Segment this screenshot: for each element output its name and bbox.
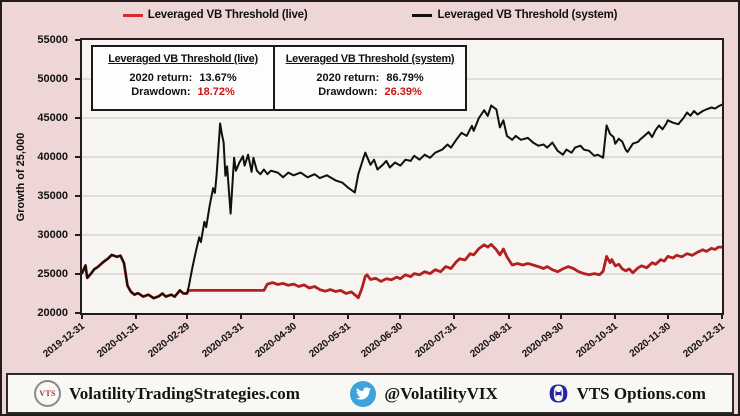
system-drawdown-value: 26.39% bbox=[384, 86, 422, 98]
footer-website-text: VolatilityTradingStrategies.com bbox=[69, 383, 300, 403]
legend-item-system: Leveraged VB Threshold (system) bbox=[412, 9, 617, 21]
vts-logo-icon: VTS bbox=[34, 380, 61, 407]
y-tick-label: 40000 bbox=[37, 151, 68, 163]
live-return-row: 2020 return: 13.67% bbox=[93, 72, 273, 84]
y-tick-label: 50000 bbox=[37, 73, 68, 85]
live-series-swatch-icon bbox=[122, 13, 143, 17]
y-tick-mark bbox=[75, 78, 80, 80]
line-chart bbox=[82, 78, 722, 300]
theta-icon: Θ bbox=[548, 378, 569, 408]
y-tick-label: 35000 bbox=[37, 190, 68, 202]
stats-box-live-title: Leveraged VB Threshold (live) bbox=[108, 53, 258, 65]
vts-logo-text: VTS bbox=[39, 389, 56, 398]
y-tick-label: 45000 bbox=[37, 112, 68, 124]
x-tick-mark bbox=[399, 315, 402, 319]
system-drawdown-row: Drawdown: 26.39% bbox=[275, 86, 465, 98]
live-return-label: 2020 return: bbox=[129, 72, 193, 84]
y-tick-mark bbox=[75, 312, 80, 314]
chart-legend: Leveraged VB Threshold (live) Leveraged … bbox=[2, 9, 738, 21]
system-return-row: 2020 return: 86.79% bbox=[275, 72, 465, 84]
system-series-swatch-icon bbox=[412, 13, 433, 17]
x-tick-mark bbox=[560, 315, 563, 319]
x-tick-mark bbox=[453, 315, 456, 319]
y-tick-mark bbox=[75, 273, 80, 275]
y-tick-mark bbox=[75, 234, 80, 236]
x-tick-mark bbox=[346, 315, 349, 319]
footer-twitter: @VolatilityVIX bbox=[350, 380, 498, 407]
footer-twitter-handle: @VolatilityVIX bbox=[384, 383, 498, 403]
y-tick-label: 55000 bbox=[37, 34, 68, 46]
x-tick-mark bbox=[292, 315, 295, 319]
stats-box-system: Leveraged VB Threshold (system) 2020 ret… bbox=[273, 45, 467, 111]
twitter-icon bbox=[350, 380, 377, 407]
y-tick-label: 25000 bbox=[37, 268, 68, 280]
x-tick-mark bbox=[185, 315, 188, 319]
stats-box-system-title: Leveraged VB Threshold (system) bbox=[285, 53, 455, 65]
x-tick-mark bbox=[721, 315, 723, 319]
footer-options-site: Θ VTS Options.com bbox=[548, 378, 706, 408]
legend-label-system: Leveraged VB Threshold (system) bbox=[437, 9, 618, 21]
system-return-label: 2020 return: bbox=[316, 72, 380, 84]
x-tick-mark bbox=[614, 315, 617, 319]
footer-website: VTS VolatilityTradingStrategies.com bbox=[34, 380, 300, 407]
x-tick-mark bbox=[135, 315, 138, 319]
system-drawdown-label: Drawdown: bbox=[318, 86, 378, 98]
y-tick-mark bbox=[75, 117, 80, 119]
live-return-value: 13.67% bbox=[199, 72, 237, 84]
live-drawdown-row: Drawdown: 18.72% bbox=[93, 86, 273, 98]
twitter-bird-glyph bbox=[355, 387, 371, 400]
footer-options-text: VTS Options.com bbox=[576, 383, 706, 403]
y-tick-label: 20000 bbox=[37, 307, 68, 319]
x-tick-mark bbox=[240, 315, 243, 319]
y-tick-label: 30000 bbox=[37, 229, 68, 241]
y-tick-mark bbox=[75, 195, 80, 197]
stats-boxes: Leveraged VB Threshold (live) 2020 retur… bbox=[91, 45, 467, 111]
x-tick-mark bbox=[666, 315, 669, 319]
x-tick-mark bbox=[81, 315, 83, 319]
y-tick-mark bbox=[75, 156, 80, 158]
footer-bar: VTS VolatilityTradingStrategies.com @Vol… bbox=[6, 373, 734, 414]
system-return-value: 86.79% bbox=[386, 72, 424, 84]
legend-item-live: Leveraged VB Threshold (live) bbox=[122, 9, 308, 21]
live-drawdown-value: 18.72% bbox=[197, 86, 235, 98]
live-drawdown-label: Drawdown: bbox=[131, 86, 191, 98]
y-axis-title: Growth of 25,000 bbox=[15, 132, 27, 222]
legend-label-live: Leveraged VB Threshold (live) bbox=[147, 9, 308, 21]
x-tick-mark bbox=[507, 315, 510, 319]
plot-area: Leveraged VB Threshold (live) 2020 retur… bbox=[80, 38, 724, 315]
stats-box-live: Leveraged VB Threshold (live) 2020 retur… bbox=[91, 45, 275, 111]
y-tick-mark bbox=[75, 39, 80, 41]
